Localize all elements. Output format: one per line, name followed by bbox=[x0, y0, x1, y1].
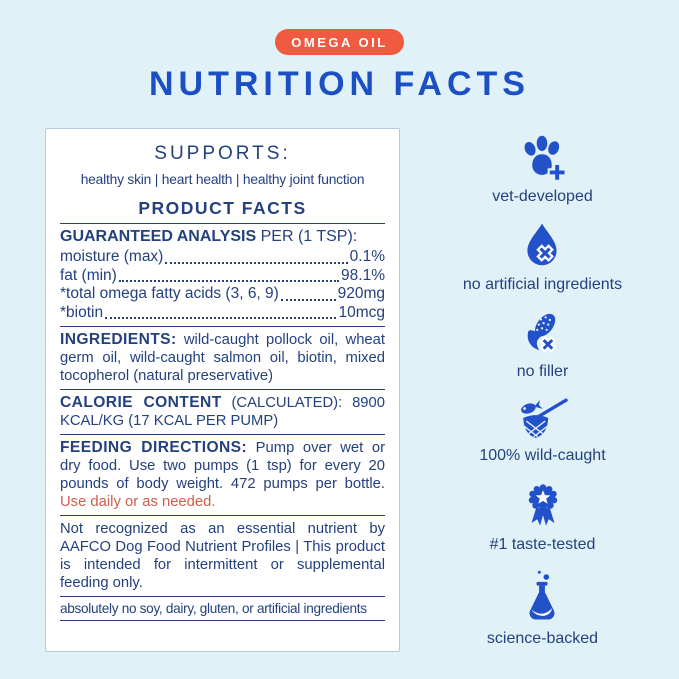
dotted-leader bbox=[165, 261, 348, 264]
divider bbox=[60, 326, 385, 327]
benefit-label: no artificial ingredients bbox=[462, 276, 623, 294]
analysis-row: *total omega fatty acids (3, 6, 9) 920mg bbox=[60, 285, 385, 304]
product-badge: OMEGA OIL bbox=[275, 29, 404, 55]
analysis-value: 0.1% bbox=[349, 248, 385, 265]
calorie-paragraph: CALORIE CONTENT (CALCULATED): 8900 KCAL/… bbox=[60, 394, 385, 430]
analysis-value: 98.1% bbox=[341, 266, 385, 284]
benefit-science-backed: science-backed bbox=[487, 569, 598, 648]
supports-text: healthy skin | heart health | healthy jo… bbox=[80, 172, 365, 187]
benefit-wild-caught: 100% wild-caught bbox=[479, 396, 606, 465]
analysis-label: *total omega fatty acids (3, 6, 9) bbox=[60, 285, 279, 302]
feeding-directions-heading: FEEDING DIRECTIONS: bbox=[60, 439, 248, 456]
page-header: OMEGA OIL NUTRITION FACTS bbox=[0, 0, 679, 104]
ingredients-text: wild-caught pollock oil, wheat germ oil,… bbox=[60, 332, 385, 384]
calorie-text: (CALCULATED): 8900 KCAL/KG (17 KCAL PER … bbox=[60, 395, 385, 429]
divider bbox=[60, 389, 385, 390]
aafco-disclaimer: Not recognized as an essential nutrient … bbox=[60, 521, 385, 591]
analysis-label: moisture (max) bbox=[60, 248, 164, 265]
dotted-leader bbox=[280, 298, 336, 301]
paw-plus-icon bbox=[516, 133, 568, 183]
benefit-no-artificial-ingredients: no artificial ingredients bbox=[463, 221, 622, 294]
product-facts-heading: PRODUCT FACTS bbox=[138, 198, 307, 218]
divider bbox=[60, 515, 385, 516]
benefits-column: vet-developed no artificial ingredients bbox=[420, 133, 665, 648]
footnote-text: absolutely no soy, dairy, gluten, or art… bbox=[60, 601, 367, 616]
dotted-leader bbox=[105, 317, 337, 319]
product-facts-panel: SUPPORTS: healthy skin | heart health | … bbox=[45, 128, 400, 652]
divider bbox=[60, 434, 385, 435]
feeding-directions-highlight: Use daily or as needed. bbox=[60, 494, 216, 510]
benefit-label: #1 taste-tested bbox=[489, 535, 596, 553]
award-ribbon-icon bbox=[519, 481, 567, 531]
analysis-value: 10mcg bbox=[338, 303, 385, 321]
calorie-heading: CALORIE CONTENT bbox=[60, 394, 222, 411]
benefit-no-filler: no filler bbox=[516, 310, 569, 381]
corn-x-icon bbox=[517, 310, 567, 358]
benefit-label: 100% wild-caught bbox=[479, 447, 606, 465]
divider bbox=[60, 596, 385, 597]
guaranteed-analysis-heading-rest: PER (1 TSP): bbox=[256, 228, 358, 245]
droplet-x-icon bbox=[517, 221, 567, 271]
page-title: NUTRITION FACTS bbox=[149, 65, 530, 103]
feeding-directions-text: Pump over wet or dry food. Use two pumps… bbox=[60, 440, 385, 492]
benefit-label: no filler bbox=[516, 362, 569, 380]
analysis-row: *biotin 10mcg bbox=[60, 304, 385, 323]
guaranteed-analysis-heading-bold: GUARANTEED ANALYSIS bbox=[60, 228, 257, 245]
ingredients-paragraph: INGREDIENTS: wild-caught pollock oil, wh… bbox=[60, 331, 385, 385]
analysis-label: fat (min) bbox=[60, 266, 117, 284]
analysis-label: *biotin bbox=[60, 303, 104, 321]
science-flask-icon bbox=[516, 569, 568, 625]
benefit-label: science-backed bbox=[486, 629, 599, 647]
analysis-row: moisture (max) 0.1% bbox=[60, 248, 385, 267]
guaranteed-analysis-rows: moisture (max) 0.1% fat (min) 98.1% *total… bbox=[60, 248, 385, 322]
feeding-directions-paragraph: FEEDING DIRECTIONS: Pump over wet or dry… bbox=[60, 439, 385, 511]
divider bbox=[60, 620, 385, 621]
benefit-taste-tested: #1 taste-tested bbox=[489, 481, 596, 554]
benefit-label: vet-developed bbox=[492, 188, 593, 205]
supports-heading: SUPPORTS: bbox=[154, 143, 291, 164]
fish-net-icon bbox=[514, 396, 570, 442]
dotted-leader bbox=[118, 280, 340, 282]
ingredients-heading: INGREDIENTS: bbox=[60, 331, 177, 348]
divider bbox=[60, 223, 385, 224]
guaranteed-analysis-heading: GUARANTEED ANALYSIS PER (1 TSP): bbox=[60, 228, 385, 246]
benefit-vet-developed: vet-developed bbox=[492, 133, 593, 206]
analysis-value: 920mg bbox=[337, 285, 385, 302]
analysis-row: fat (min) 98.1% bbox=[60, 267, 385, 286]
